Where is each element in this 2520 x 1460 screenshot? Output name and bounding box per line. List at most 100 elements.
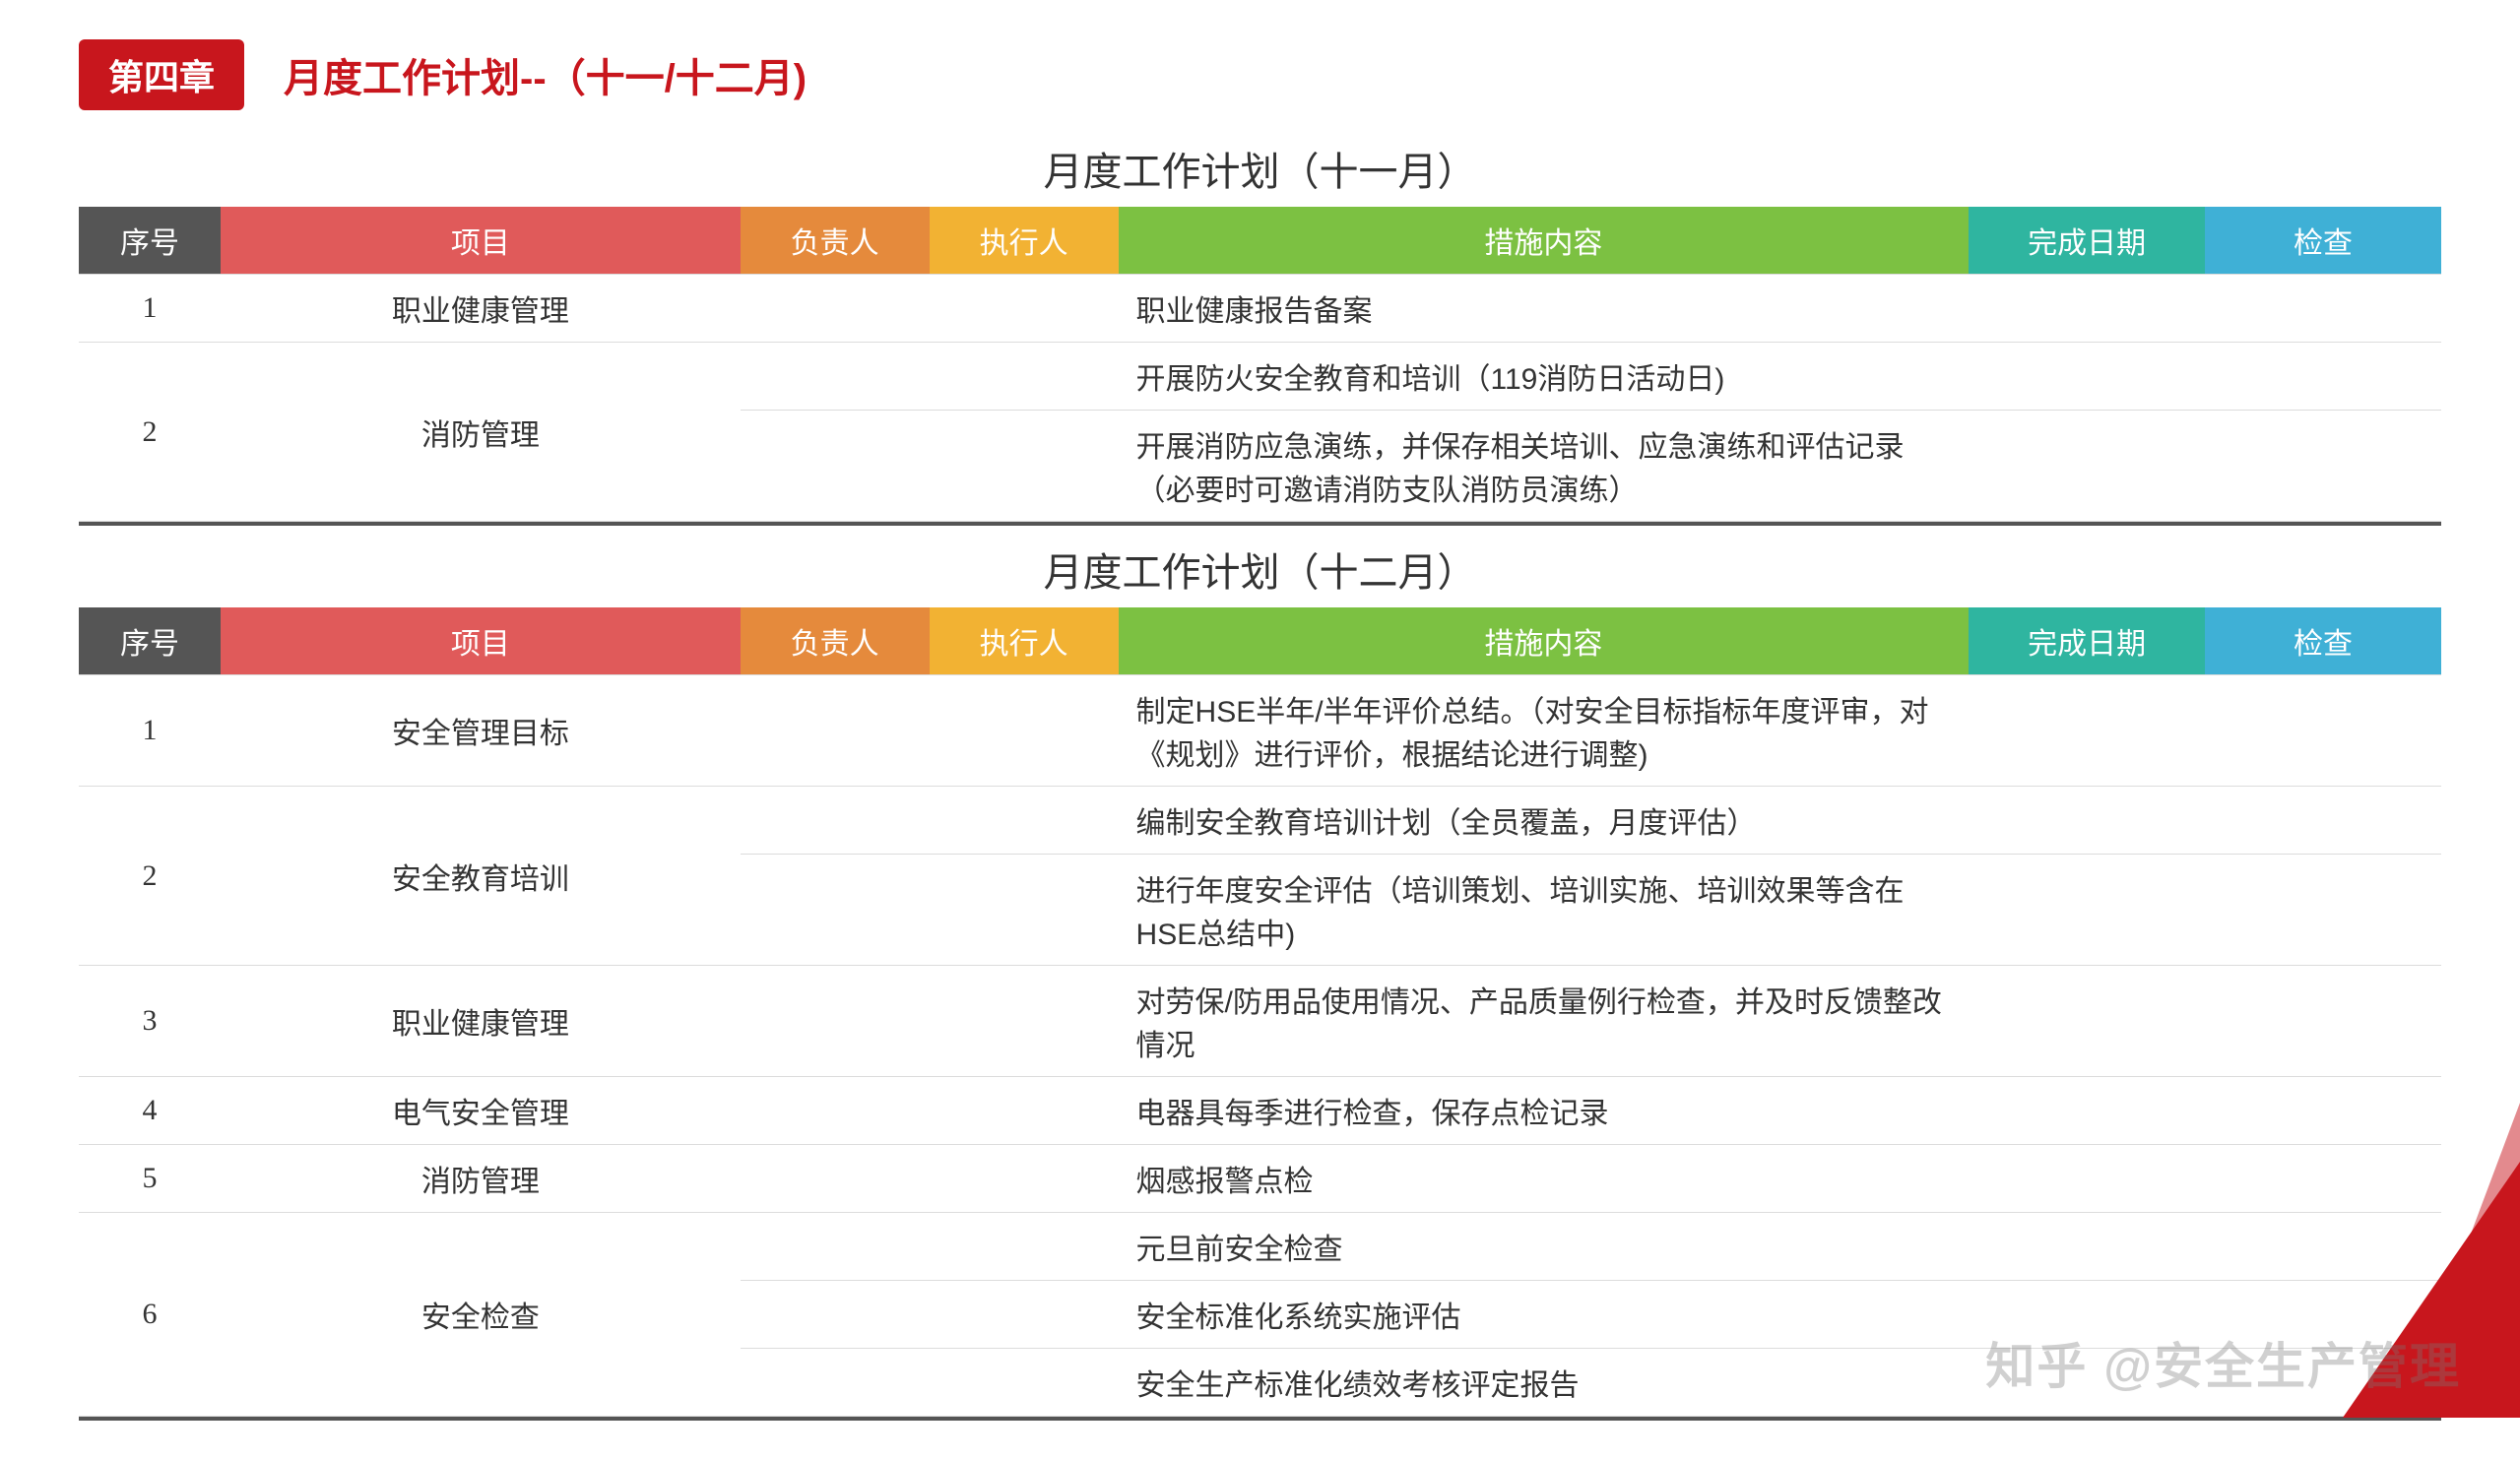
cell-check bbox=[2205, 343, 2441, 411]
cell-exec bbox=[930, 1349, 1119, 1417]
col-header-meas: 措施内容 bbox=[1119, 607, 1970, 675]
plan-table: 序号项目负责人执行人措施内容完成日期检查1职业健康管理职业健康报告备案2消防管理… bbox=[79, 207, 2441, 522]
cell-date bbox=[1969, 411, 2205, 522]
cell-resp bbox=[741, 1077, 930, 1145]
chapter-tag: 第四章 bbox=[79, 39, 244, 110]
cell-check bbox=[2205, 411, 2441, 522]
cell-check bbox=[2205, 966, 2441, 1077]
cell-meas: 对劳保/防用品使用情况、产品质量例行检查，并及时反馈整改情况 bbox=[1119, 966, 1970, 1077]
sections-host: 月度工作计划（十一月）序号项目负责人执行人措施内容完成日期检查1职业健康管理职业… bbox=[79, 140, 2441, 1421]
col-header-seq: 序号 bbox=[79, 207, 221, 275]
cell-seq: 5 bbox=[79, 1145, 221, 1213]
cell-meas: 安全生产标准化绩效考核评定报告 bbox=[1119, 1349, 1970, 1417]
cell-meas: 电器具每季进行检查，保存点检记录 bbox=[1119, 1077, 1970, 1145]
cell-date bbox=[1969, 275, 2205, 343]
table-row: 1安全管理目标 制定HSE半年/半年评价总结。（对安全目标指标年度评审，对《规划》… bbox=[79, 675, 2441, 787]
cell-proj: 职业健康管理 bbox=[221, 275, 741, 343]
cell-seq: 1 bbox=[79, 675, 221, 787]
col-header-check: 检查 bbox=[2205, 207, 2441, 275]
cell-seq: 4 bbox=[79, 1077, 221, 1145]
cell-meas: 职业健康报告备案 bbox=[1119, 275, 1970, 343]
cell-check bbox=[2205, 675, 2441, 787]
cell-exec bbox=[930, 1213, 1119, 1281]
slide-container: 第四章 月度工作计划--（十一/十二月) 月度工作计划（十一月）序号项目负责人执… bbox=[0, 0, 2520, 1460]
cell-exec bbox=[930, 787, 1119, 855]
cell-resp bbox=[741, 966, 930, 1077]
cell-exec bbox=[930, 855, 1119, 966]
cell-seq: 3 bbox=[79, 966, 221, 1077]
cell-exec bbox=[930, 411, 1119, 522]
col-header-exec: 执行人 bbox=[930, 607, 1119, 675]
table-row: 5消防管理 烟感报警点检 bbox=[79, 1145, 2441, 1213]
cell-check bbox=[2205, 275, 2441, 343]
table-row: 4电气安全管理 电器具每季进行检查，保存点检记录 bbox=[79, 1077, 2441, 1145]
col-header-proj: 项目 bbox=[221, 207, 741, 275]
table-row: 6安全检查元旦前安全检查 bbox=[79, 1213, 2441, 1281]
cell-resp bbox=[741, 855, 930, 966]
cell-exec bbox=[930, 275, 1119, 343]
table-row: 2消防管理开展防火安全教育和培训（119消防日活动日) bbox=[79, 343, 2441, 411]
table-row: 2安全教育培训编制安全教育培训计划（全员覆盖，月度评估） bbox=[79, 787, 2441, 855]
cell-exec bbox=[930, 1077, 1119, 1145]
cell-exec bbox=[930, 966, 1119, 1077]
cell-proj: 电气安全管理 bbox=[221, 1077, 741, 1145]
col-header-date: 完成日期 bbox=[1969, 207, 2205, 275]
slide-title: 月度工作计划--（十一/十二月) bbox=[284, 46, 807, 103]
col-header-resp: 负责人 bbox=[741, 207, 930, 275]
cell-resp bbox=[741, 1145, 930, 1213]
cell-proj: 职业健康管理 bbox=[221, 966, 741, 1077]
cell-date bbox=[1969, 855, 2205, 966]
plan-table: 序号项目负责人执行人措施内容完成日期检查1安全管理目标制定HSE半年/半年评价总… bbox=[79, 607, 2441, 1417]
col-header-date: 完成日期 bbox=[1969, 607, 2205, 675]
table-row: 3职业健康管理 对劳保/防用品使用情况、产品质量例行检查，并及时反馈整改情况 bbox=[79, 966, 2441, 1077]
cell-proj: 安全教育培训 bbox=[221, 787, 741, 966]
cell-date bbox=[1969, 966, 2205, 1077]
cell-resp bbox=[741, 275, 930, 343]
cell-seq: 2 bbox=[79, 787, 221, 966]
cell-date bbox=[1969, 343, 2205, 411]
cell-exec bbox=[930, 1281, 1119, 1349]
table-row: 1职业健康管理 职业健康报告备案 bbox=[79, 275, 2441, 343]
cell-date bbox=[1969, 1213, 2205, 1281]
cell-meas: 烟感报警点检 bbox=[1119, 1145, 1970, 1213]
cell-seq: 1 bbox=[79, 275, 221, 343]
cell-check bbox=[2205, 787, 2441, 855]
cell-proj: 安全管理目标 bbox=[221, 675, 741, 787]
section-title: 月度工作计划（十二月） bbox=[79, 540, 2441, 598]
cell-seq: 2 bbox=[79, 343, 221, 522]
cell-resp bbox=[741, 1349, 930, 1417]
cell-seq: 6 bbox=[79, 1213, 221, 1417]
col-header-resp: 负责人 bbox=[741, 607, 930, 675]
cell-meas: 编制安全教育培训计划（全员覆盖，月度评估） bbox=[1119, 787, 1970, 855]
section-title: 月度工作计划（十一月） bbox=[79, 140, 2441, 197]
cell-date bbox=[1969, 1077, 2205, 1145]
cell-proj: 消防管理 bbox=[221, 343, 741, 522]
cell-resp bbox=[741, 675, 930, 787]
cell-meas: 进行年度安全评估（培训策划、培训实施、培训效果等含在HSE总结中) bbox=[1119, 855, 1970, 966]
col-header-meas: 措施内容 bbox=[1119, 207, 1970, 275]
cell-proj: 消防管理 bbox=[221, 1145, 741, 1213]
col-header-seq: 序号 bbox=[79, 607, 221, 675]
cell-meas: 安全标准化系统实施评估 bbox=[1119, 1281, 1970, 1349]
cell-date bbox=[1969, 675, 2205, 787]
cell-meas: 开展防火安全教育和培训（119消防日活动日) bbox=[1119, 343, 1970, 411]
cell-resp bbox=[741, 411, 930, 522]
section-divider bbox=[79, 522, 2441, 526]
cell-exec bbox=[930, 1145, 1119, 1213]
col-header-proj: 项目 bbox=[221, 607, 741, 675]
col-header-exec: 执行人 bbox=[930, 207, 1119, 275]
header-row: 第四章 月度工作计划--（十一/十二月) bbox=[79, 39, 2441, 110]
cell-resp bbox=[741, 1213, 930, 1281]
cell-resp bbox=[741, 1281, 930, 1349]
cell-date bbox=[1969, 1145, 2205, 1213]
cell-resp bbox=[741, 787, 930, 855]
cell-proj: 安全检查 bbox=[221, 1213, 741, 1417]
cell-resp bbox=[741, 343, 930, 411]
cell-check bbox=[2205, 855, 2441, 966]
watermark: 知乎 @安全生产管理 bbox=[1985, 1327, 2461, 1398]
cell-meas: 元旦前安全检查 bbox=[1119, 1213, 1970, 1281]
cell-exec bbox=[930, 343, 1119, 411]
cell-meas: 开展消防应急演练，并保存相关培训、应急演练和评估记录（必要时可邀请消防支队消防员… bbox=[1119, 411, 1970, 522]
cell-meas: 制定HSE半年/半年评价总结。（对安全目标指标年度评审，对《规划》进行评价，根据… bbox=[1119, 675, 1970, 787]
cell-date bbox=[1969, 787, 2205, 855]
